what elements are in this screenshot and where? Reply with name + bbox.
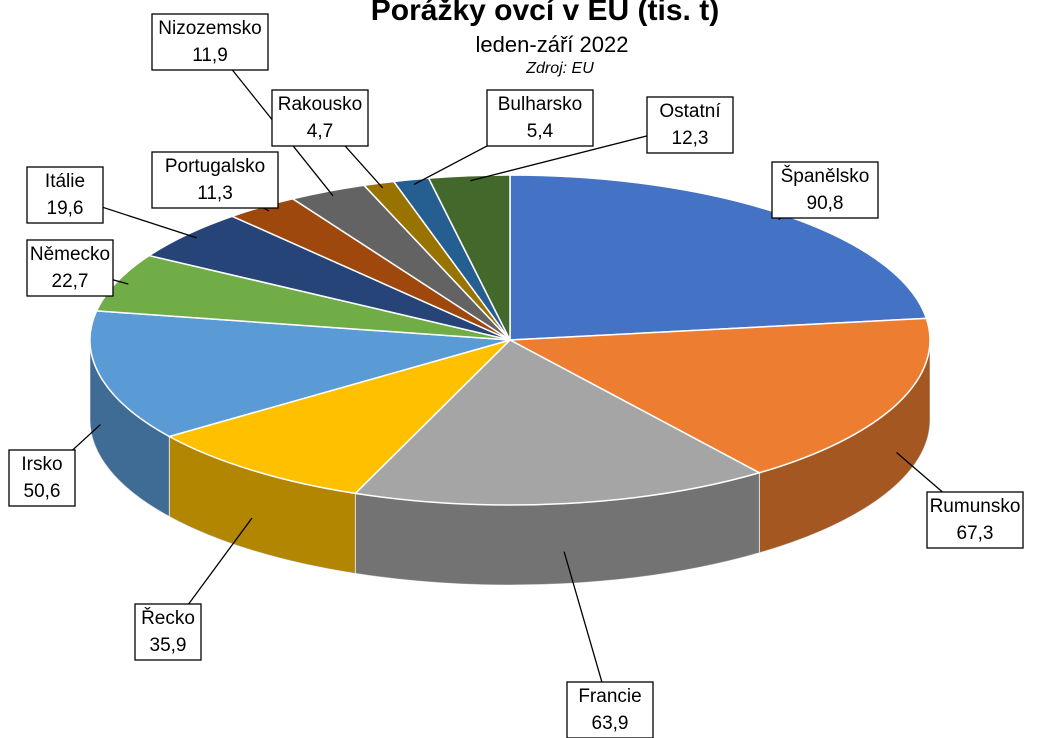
data-label: 22,7 (52, 271, 89, 292)
label-box (151, 13, 269, 71)
slice-side-shade (169, 436, 356, 574)
label-box (926, 491, 1024, 549)
slice-side-shade (355, 472, 760, 585)
label-box (26, 166, 104, 224)
label-box (151, 151, 279, 209)
label-box (566, 681, 654, 738)
data-label-name: Nizozemsko (158, 18, 261, 39)
label-box (134, 603, 202, 661)
data-label: 90,8 (807, 193, 844, 214)
chart-subtitle: leden-září 2022 (476, 32, 629, 57)
chart-source: Zdroj: EU (525, 60, 594, 77)
data-label: 35,9 (150, 635, 187, 656)
data-label-name: Portugalsko (165, 156, 265, 177)
label-box (26, 239, 114, 297)
label-box (8, 449, 76, 507)
data-label-name: Irsko (21, 454, 62, 475)
label-box (646, 96, 734, 154)
data-label: 5,4 (527, 121, 554, 142)
data-label-name: Německo (30, 244, 110, 265)
slice (95, 254, 511, 341)
data-label-name: Ostatní (659, 101, 721, 122)
data-label: 11,9 (192, 45, 228, 66)
data-label: 11,3 (197, 183, 233, 204)
slice (353, 339, 762, 506)
data-label: 50,6 (24, 481, 61, 502)
data-label-name: Bulharsko (498, 94, 583, 115)
data-label-name: Rumunsko (930, 496, 1021, 517)
label-box (486, 89, 594, 147)
data-label: 19,6 (47, 198, 84, 219)
slice (89, 310, 511, 438)
data-label: 12,3 (672, 128, 709, 149)
data-label-name: Řecko (141, 607, 195, 629)
data-label: 67,3 (957, 523, 994, 544)
data-label-name: Španělsko (781, 165, 870, 187)
data-label-name: Francie (578, 686, 641, 707)
chart-title: Porážky ovcí v EU (tis. t) (371, 0, 719, 27)
data-label: 4,7 (307, 121, 333, 142)
label-box (271, 89, 369, 147)
slice-side-shade (759, 340, 930, 553)
data-label: 63,9 (592, 713, 629, 734)
label-box (771, 161, 879, 219)
slice-side-shade (90, 340, 170, 517)
slice (167, 339, 511, 495)
slice (507, 317, 931, 474)
data-label-name: Itálie (45, 171, 85, 192)
data-label-name: Rakousko (278, 94, 363, 115)
slice (427, 174, 511, 341)
